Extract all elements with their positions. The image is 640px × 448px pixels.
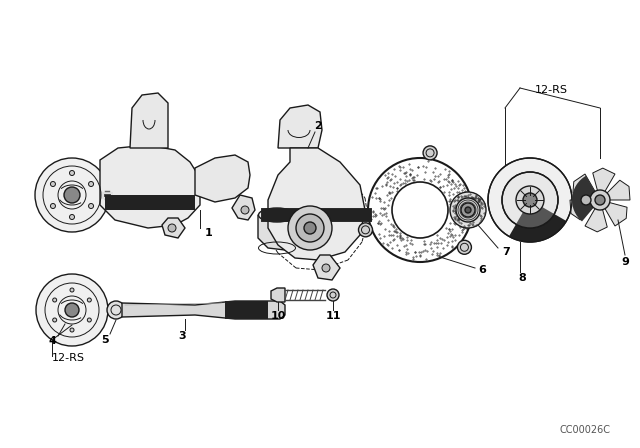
Text: 9: 9: [621, 257, 629, 267]
Circle shape: [64, 187, 80, 203]
Circle shape: [595, 195, 605, 205]
Circle shape: [322, 264, 330, 272]
Circle shape: [502, 172, 558, 228]
Text: CC00026C: CC00026C: [559, 425, 611, 435]
Text: 12-RS: 12-RS: [52, 353, 85, 363]
Circle shape: [450, 192, 486, 228]
Circle shape: [51, 181, 56, 186]
Polygon shape: [268, 148, 365, 260]
Circle shape: [35, 158, 109, 232]
Circle shape: [461, 203, 475, 217]
Text: 3: 3: [178, 331, 186, 341]
Polygon shape: [585, 200, 607, 232]
Circle shape: [70, 215, 74, 220]
Circle shape: [465, 207, 471, 213]
Circle shape: [516, 186, 544, 214]
Polygon shape: [570, 200, 600, 220]
Circle shape: [423, 146, 437, 160]
Polygon shape: [162, 218, 185, 238]
Circle shape: [327, 289, 339, 301]
Text: 1: 1: [205, 228, 212, 238]
Wedge shape: [572, 176, 600, 221]
Text: 7: 7: [502, 247, 510, 257]
Circle shape: [87, 318, 92, 322]
Circle shape: [70, 171, 74, 176]
Text: 10: 10: [270, 311, 285, 321]
Circle shape: [456, 198, 480, 222]
Polygon shape: [122, 301, 285, 319]
Circle shape: [52, 318, 57, 322]
Circle shape: [590, 190, 610, 210]
Circle shape: [241, 206, 249, 214]
Text: 2: 2: [314, 121, 322, 131]
Polygon shape: [278, 105, 322, 148]
Circle shape: [288, 206, 332, 250]
Circle shape: [88, 203, 93, 208]
Polygon shape: [600, 180, 630, 200]
Ellipse shape: [259, 208, 296, 222]
Wedge shape: [516, 200, 554, 228]
Circle shape: [88, 181, 93, 186]
Polygon shape: [573, 174, 600, 200]
Wedge shape: [509, 200, 566, 242]
Circle shape: [36, 274, 108, 346]
Polygon shape: [258, 215, 295, 250]
Polygon shape: [195, 155, 250, 202]
Text: 4: 4: [48, 336, 56, 346]
Polygon shape: [600, 200, 627, 226]
Text: 12-RS: 12-RS: [535, 85, 568, 95]
Polygon shape: [130, 93, 168, 148]
Circle shape: [168, 224, 176, 232]
Polygon shape: [225, 301, 268, 319]
Circle shape: [70, 288, 74, 292]
Polygon shape: [105, 195, 195, 210]
Circle shape: [304, 222, 316, 234]
Circle shape: [52, 298, 57, 302]
Text: 6: 6: [478, 265, 486, 275]
Circle shape: [51, 203, 56, 208]
Circle shape: [65, 303, 79, 317]
Circle shape: [107, 301, 125, 319]
Polygon shape: [593, 168, 615, 200]
Circle shape: [70, 328, 74, 332]
Circle shape: [523, 193, 537, 207]
Circle shape: [581, 195, 591, 205]
Text: 8: 8: [518, 273, 526, 283]
Circle shape: [458, 240, 472, 254]
Polygon shape: [100, 145, 200, 228]
Circle shape: [296, 214, 324, 242]
Polygon shape: [232, 195, 255, 220]
Polygon shape: [271, 288, 285, 302]
Circle shape: [87, 298, 92, 302]
Text: 5: 5: [101, 335, 109, 345]
Circle shape: [488, 158, 572, 242]
Circle shape: [358, 223, 372, 237]
Text: 11: 11: [325, 311, 340, 321]
Polygon shape: [313, 255, 340, 280]
